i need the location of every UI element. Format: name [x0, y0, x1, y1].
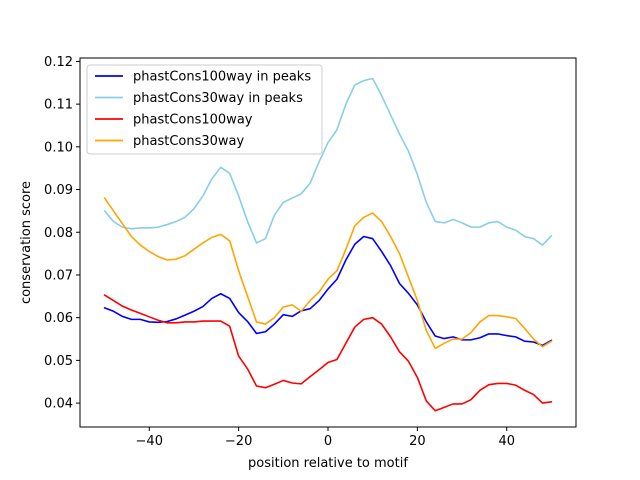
- y-tick-label: 0.08: [44, 226, 73, 241]
- y-tick-label: 0.09: [44, 183, 73, 198]
- y-tick-label: 0.06: [44, 311, 73, 326]
- series-line-0: [103, 235, 553, 347]
- y-tick-label: 0.12: [44, 55, 73, 70]
- legend-box: [86, 64, 323, 155]
- x-axis-title: position relative to motif: [248, 456, 408, 471]
- legend-label-1: phastCons30way in peaks: [133, 91, 303, 106]
- y-tick-label: 0.05: [44, 354, 73, 369]
- x-axis: −40 −20 0 20 40: [136, 427, 515, 449]
- legend-label-2: phastCons100way: [133, 113, 253, 128]
- y-axis-title: conservation score: [19, 181, 34, 304]
- x-tick-label: −40: [136, 434, 163, 449]
- y-tick-label: 0.07: [44, 268, 73, 283]
- y-tick-label: 0.04: [44, 397, 73, 412]
- series-layer: [103, 77, 553, 412]
- y-axis: 0.04 0.05 0.06 0.07 0.08 0.09 0.10 0.11 0.12: [44, 55, 80, 412]
- x-tick-label: 20: [409, 434, 426, 449]
- y-tick-label: 0.10: [44, 140, 73, 155]
- x-tick-label: −20: [225, 434, 252, 449]
- series-line-2: [103, 294, 553, 412]
- x-tick-label: 0: [324, 434, 332, 449]
- series-line-1: [103, 77, 553, 246]
- legend: phastCons100way in peaks phastCons30way i…: [86, 64, 323, 155]
- legend-label-0: phastCons100way in peaks: [133, 70, 311, 85]
- legend-label-3: phastCons30way: [133, 134, 245, 149]
- series-line-3: [103, 197, 553, 350]
- x-tick-label: 40: [498, 434, 515, 449]
- y-tick-label: 0.11: [44, 98, 73, 113]
